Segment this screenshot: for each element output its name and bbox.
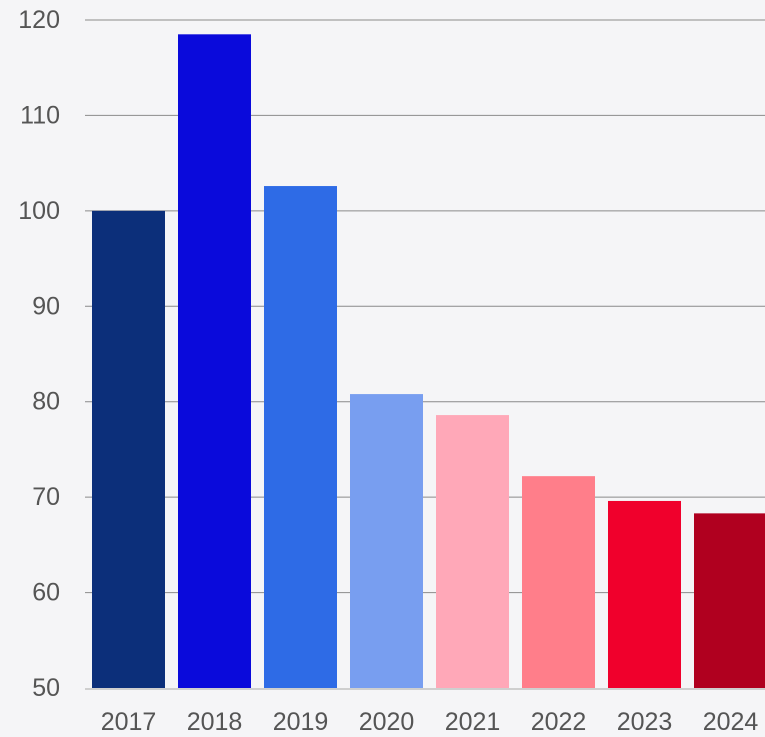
y-tick-label: 70	[32, 483, 60, 511]
y-tick-label: 90	[32, 292, 60, 320]
y-axis-tick-labels: 50 60 70 80 90 100 110 120	[18, 6, 60, 702]
bar-2017	[92, 210, 165, 688]
y-tick-label: 100	[18, 197, 60, 225]
x-tick-label: 2023	[617, 708, 673, 736]
x-axis-tick-labels: 2017 2018 2019 2020 2021 2022 2023 2024	[101, 708, 759, 736]
y-tick-label: 50	[32, 674, 60, 702]
x-tick-label: 2022	[531, 708, 587, 736]
y-tick-label: 110	[20, 101, 60, 129]
bar-2020	[350, 394, 423, 688]
bar-2024	[694, 513, 765, 688]
x-tick-label: 2021	[445, 708, 501, 736]
bars	[85, 34, 765, 690]
x-tick-label: 2017	[101, 708, 157, 736]
x-tick-label: 2024	[703, 708, 759, 736]
bar-2023	[608, 500, 681, 688]
x-tick-label: 2019	[273, 708, 329, 736]
x-tick-label: 2018	[187, 708, 243, 736]
y-tick-label: 60	[32, 579, 60, 607]
bar-2019	[264, 186, 337, 688]
y-tick-label: 80	[32, 388, 60, 416]
bar-2022	[522, 476, 595, 688]
x-tick-label: 2020	[359, 708, 415, 736]
y-tick-label: 120	[18, 6, 60, 34]
bar-2018	[178, 34, 251, 689]
bar-2021	[436, 415, 509, 688]
